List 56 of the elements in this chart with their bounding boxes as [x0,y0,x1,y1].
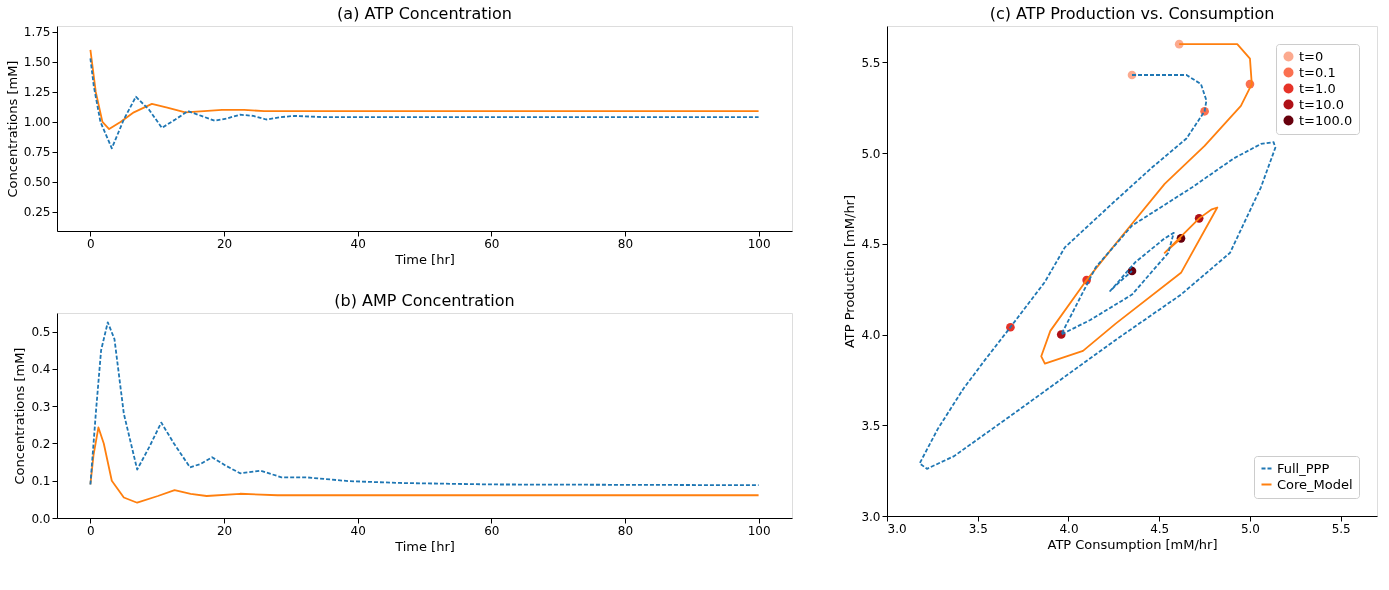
x-tick-label: 3.5 [968,521,988,536]
x-tick-label: 4.0 [1059,521,1079,536]
x-tick-label: 80 [617,236,634,251]
y-tick-label: 1.75 [23,25,51,40]
chart-title: (a) ATP Concentration [337,3,512,23]
x-tick-label: 20 [216,523,233,538]
x-tick-label: 40 [350,236,366,251]
y-axis-title: ATP Production [mM/hr] [842,194,858,349]
y-axis-title: Concentrations [mM] [4,60,20,198]
chart-title: (c) ATP Production vs. Consumption [989,4,1275,23]
y-tick-label: 5.0 [861,146,881,161]
x-tick-label: 4.5 [1150,521,1170,536]
x-tick-label: 0 [87,523,95,538]
x-axis-title: Time [hr] [394,538,455,554]
line-series [89,321,760,487]
y-tick-label: 3.0 [861,509,881,524]
line-series [89,57,760,150]
legend-label: t=0.1 [1299,64,1336,80]
y-tick-label: 0.3 [31,399,51,414]
line-series [89,49,760,130]
y-tick-label: 0.50 [23,175,51,190]
y-tick-label: 0.0 [31,511,51,526]
chart-title: (b) AMP Concentration [334,291,515,310]
x-tick-label: 100 [747,523,771,538]
y-tick-label: 1.00 [23,115,51,130]
y-tick-label: 1.25 [23,85,51,100]
y-tick-label: 4.0 [861,328,881,343]
y-tick-label: 0.1 [31,474,51,489]
x-tick-label: 0 [87,236,95,251]
y-axis-title: Concentrations [mM] [12,347,28,485]
x-tick-label: 80 [617,523,634,538]
y-tick-label: 0.75 [23,145,51,160]
y-tick-label: 3.5 [861,418,881,433]
legend-label: t=100.0 [1299,112,1353,128]
legend-label: t=1.0 [1299,80,1336,96]
x-tick-label: 20 [216,236,233,251]
x-tick-label: 5.5 [1331,521,1351,536]
x-tick-label: 60 [484,523,500,538]
y-tick-label: 1.50 [23,55,51,70]
legend-label: Core_Model [1277,476,1353,492]
y-tick-label: 5.5 [861,55,881,70]
y-tick-label: 0.5 [31,325,51,340]
x-tick-label: 60 [484,236,500,251]
legend-label: Full_PPP [1277,460,1330,476]
x-tick-label: 5.0 [1240,521,1261,536]
line-series [89,426,760,504]
y-tick-label: 0.25 [23,205,51,220]
x-tick-label: 3.0 [887,521,907,536]
y-tick-label: 0.4 [31,362,51,377]
x-axis-title: Time [hr] [394,251,455,267]
legend-label: t=10.0 [1299,96,1344,112]
x-tick-label: 100 [747,236,771,251]
y-tick-label: 0.2 [31,436,51,451]
legend-label: t=0 [1299,48,1324,64]
x-tick-label: 40 [350,523,366,538]
x-axis-title: ATP Consumption [mM/hr] [1047,536,1218,552]
